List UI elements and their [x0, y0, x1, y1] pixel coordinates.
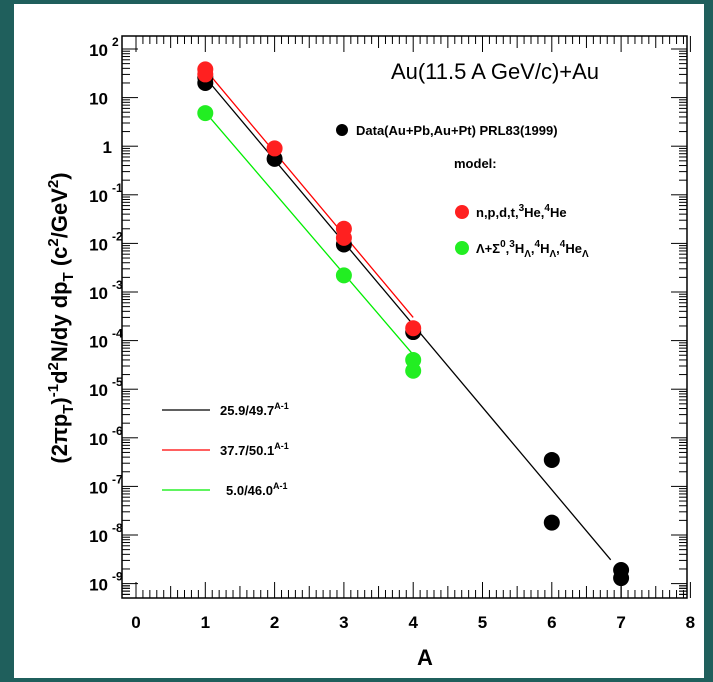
x-tick-label: 2 — [270, 613, 279, 632]
y-tick-label: 10 — [89, 333, 108, 352]
x-tick-label: 8 — [686, 613, 695, 632]
y-tick-exponent: -6 — [112, 424, 123, 438]
x-tick-label: 1 — [201, 613, 210, 632]
y-tick-exponent: -4 — [112, 327, 123, 341]
y-tick-label: 10 — [89, 187, 108, 206]
data-points — [197, 61, 630, 587]
data-point — [543, 514, 560, 531]
y-tick-exponent: -8 — [112, 521, 123, 535]
x-tick-labels: 0 1 2 3 4 5 6 7 8 — [131, 613, 695, 632]
y-tick-label: 10 — [89, 235, 108, 254]
fit-legend-label-black: 25.9/49.7A-1 — [220, 401, 289, 418]
y-tick-exponent: -2 — [112, 229, 123, 243]
y-tick-label: 1 — [103, 138, 112, 157]
y-tick-label: 10 — [89, 430, 108, 449]
data-point — [405, 320, 422, 337]
legend-model-label: model: — [454, 156, 497, 171]
data-point — [543, 451, 560, 468]
y-tick-exponent: 2 — [112, 35, 119, 49]
y-tick-exponent: -9 — [112, 570, 123, 584]
chart: 10 210110-110-210-310-410-510-610-710-810… — [45, 35, 695, 670]
data-point — [335, 229, 352, 246]
chart-frame: 10 2 10 1 10 -1 10 -2 10 -3 10 -4 10 -5 10 -6 10 -7 10 -8 10… — [14, 4, 704, 678]
data-point — [197, 105, 214, 122]
chart-title: Au(11.5 A GeV/c)+Au — [391, 59, 599, 84]
y-tick-label: 10 — [89, 576, 108, 595]
data-point — [197, 66, 214, 83]
fit-line — [204, 69, 414, 318]
fit-legend: 25.9/49.7A-1 37.7/50.1A-1 5.0/46.0A-1 — [162, 401, 289, 498]
legend-label-data: Data(Au+Pb,Au+Pt) PRL83(1999) — [356, 123, 558, 138]
x-tick-label: 3 — [339, 613, 348, 632]
fit-legend-label-green: 5.0/46.0A-1 — [226, 481, 288, 498]
legend-marker-model-hypernuclei — [455, 241, 469, 255]
tick-layer — [122, 36, 691, 598]
fit-legend-label-red: 37.7/50.1A-1 — [220, 441, 289, 458]
y-tick-labels: 10 2 10 1 10 -1 10 -2 10 -3 10 -4 10 -5 10 -6 10 -7 10 -8 10… — [89, 35, 123, 595]
legend-marker-data — [336, 124, 348, 136]
y-tick-label: 10 — [89, 478, 108, 497]
data-point — [266, 140, 283, 157]
y-tick-label: 10 — [89, 527, 108, 546]
x-tick-label: 4 — [408, 613, 418, 632]
x-tick-label: 6 — [547, 613, 556, 632]
y-tick-label: 10 — [89, 90, 108, 109]
y-tick-exponent: -1 — [112, 181, 123, 195]
legend-label-model-nuclei: n,p,d,t,3He,4He — [476, 203, 567, 220]
data-point — [613, 570, 630, 587]
x-tick-label: 5 — [478, 613, 487, 632]
y-tick-exponent: -7 — [112, 472, 123, 486]
y-tick-exponent: -5 — [112, 375, 123, 389]
y-axis-label: (2πpT)-1d2N/dy dpT (c2/GeV2) — [45, 172, 77, 463]
x-axis-label: A — [417, 645, 433, 670]
plot-area-border — [121, 35, 688, 599]
data-point — [335, 267, 352, 284]
legend: Data(Au+Pb,Au+Pt) PRL83(1999) model: n,p… — [336, 123, 589, 260]
data-point — [405, 362, 422, 379]
fit-line — [204, 111, 414, 356]
y-tick-label: 10 — [89, 284, 108, 303]
y-tick-label: 10 — [89, 41, 108, 60]
legend-label-model-hypernuclei: Λ+Σ0,3HΛ,4HΛ,4HeΛ — [476, 239, 589, 260]
legend-marker-model-nuclei — [455, 205, 469, 219]
y-tick-label: 10 — [89, 381, 108, 400]
x-tick-label: 0 — [131, 613, 140, 632]
x-tick-label: 7 — [616, 613, 625, 632]
y-tick-exponent: -3 — [112, 278, 123, 292]
